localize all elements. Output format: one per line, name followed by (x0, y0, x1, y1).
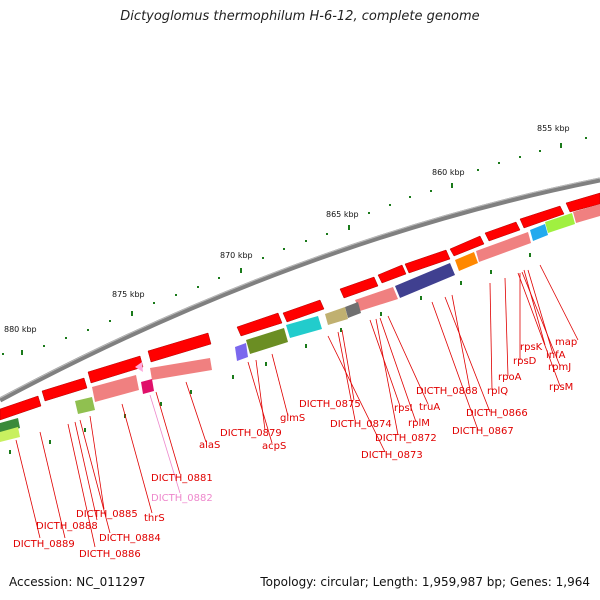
gene-label-dicth-0873: DICTH_0873 (361, 450, 423, 461)
gene-label-acps: acpS (262, 441, 286, 452)
gene-label-trua: truA (419, 402, 440, 413)
gene-label-dicth-0885: DICTH_0885 (76, 509, 138, 520)
forward-strand-features (0, 192, 600, 421)
gene-labels: map infA rpsK rpmJ rpsD rpsM rpoA rplQ D… (13, 337, 577, 560)
gene-label-dicth-0886: DICTH_0886 (79, 549, 141, 560)
gene-label-dicth-0888: DICTH_0888 (36, 521, 98, 532)
gene-label-dicth-0867: DICTH_0867 (452, 426, 514, 437)
tick-label-875: 875 kbp (112, 290, 145, 299)
gene-label-rpsm: rpsM (549, 382, 573, 393)
gene-label-dicth-0881: DICTH_0881 (151, 473, 213, 484)
gene-label-dicth-0872: DICTH_0872 (375, 433, 437, 444)
gene-label-dicth-0874: DICTH_0874 (330, 419, 392, 430)
map-title: Dictyoglomus thermophilum H-6-12, comple… (120, 9, 480, 24)
tick-label-880: 880 kbp (4, 325, 37, 334)
gene-label-dicth-0879: DICTH_0879 (220, 428, 282, 439)
gene-label-rpsi: rpsI (394, 403, 413, 414)
gene-label-rpsd: rpsD (513, 356, 537, 367)
accession-text: Accession: NC_011297 (9, 575, 146, 589)
tick-label-870: 870 kbp (220, 251, 253, 260)
tick-label-860: 860 kbp (432, 168, 465, 177)
gene-label-rplq: rplQ (487, 386, 508, 397)
label-leader-lines (15, 264, 579, 548)
gene-label-dicth-0868: DICTH_0868 (416, 386, 478, 397)
gene-label-thrs: thrS (144, 513, 165, 524)
gene-label-dicth-0875: DICTH_0875 (299, 399, 361, 410)
gene-label-rpsk: rpsK (520, 342, 543, 353)
gene-label-glms: glmS (280, 413, 305, 424)
gene-label-rpmj: rpmJ (548, 362, 571, 373)
gene-label-dicth-0882: DICTH_0882 (151, 493, 213, 504)
inner-tick-marks (9, 253, 531, 454)
backbone-arc (0, 177, 600, 403)
reverse-strand-features (0, 204, 600, 442)
tick-label-855: 855 kbp (537, 124, 570, 133)
backbone-arc-highlight (0, 177, 600, 399)
gene-label-dicth-0889: DICTH_0889 (13, 539, 75, 550)
gene-label-rplm: rplM (408, 418, 430, 429)
gene-label-infa: infA (546, 350, 566, 361)
genome-summary-text: Topology: circular; Length: 1,959,987 bp… (260, 575, 590, 589)
gene-label-alas: alaS (199, 440, 220, 451)
gene-label-dicth-0866: DICTH_0866 (466, 408, 528, 419)
gene-label-rpoa: rpoA (498, 372, 522, 383)
gene-label-dicth-0884: DICTH_0884 (99, 533, 161, 544)
tick-marks (2, 137, 587, 355)
gene-label-map: map (555, 337, 577, 348)
tick-label-865: 865 kbp (326, 210, 359, 219)
